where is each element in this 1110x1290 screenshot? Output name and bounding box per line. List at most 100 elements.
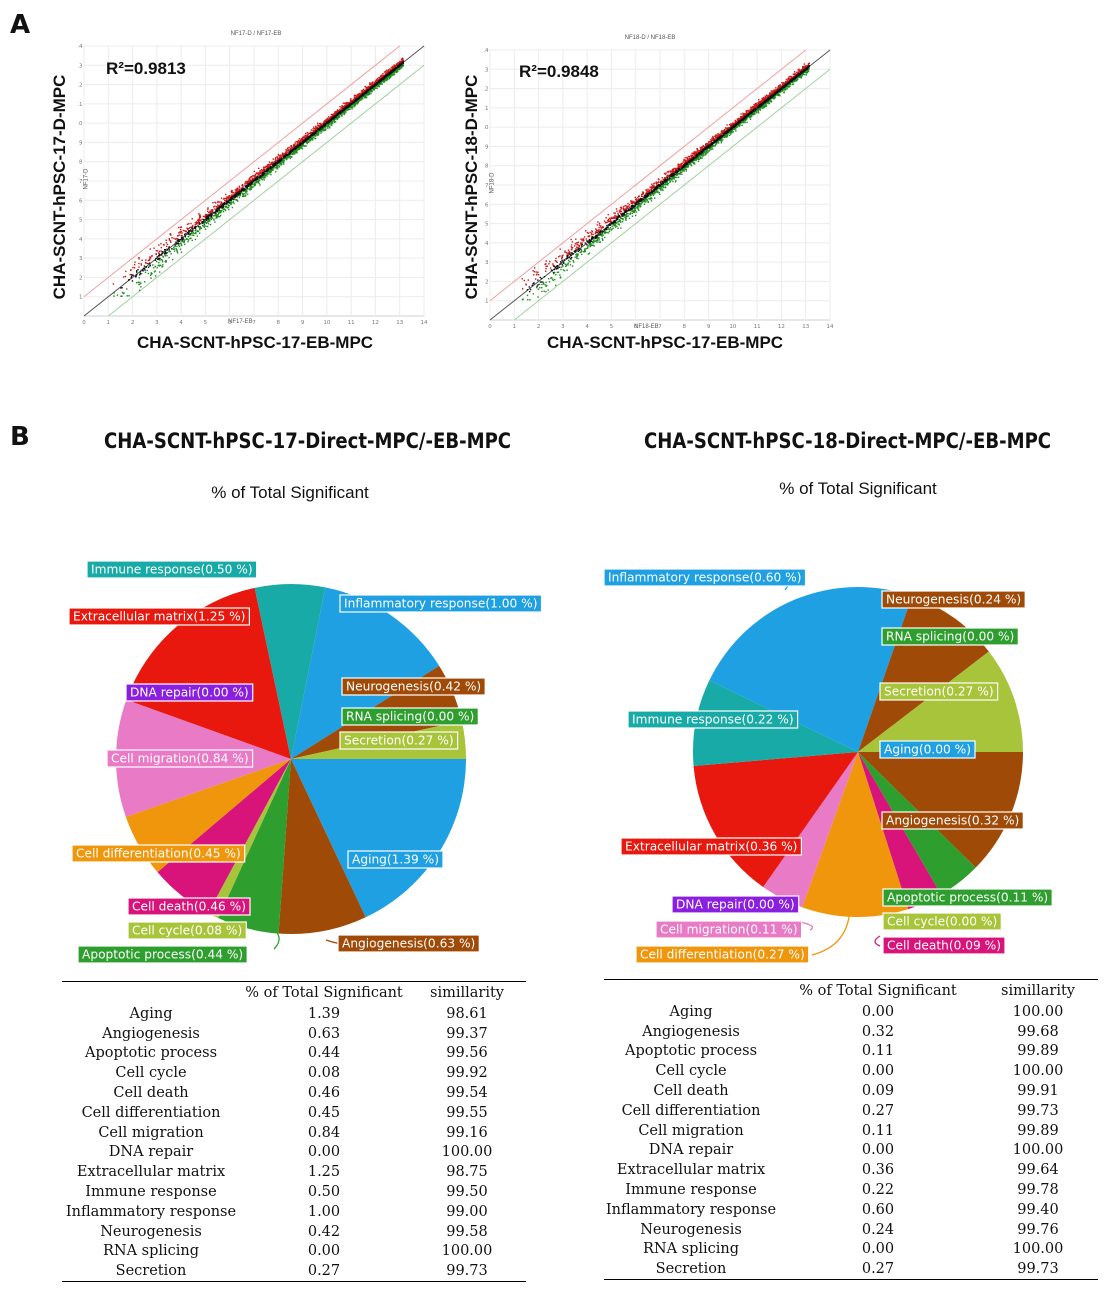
scatter-point [177, 238, 180, 241]
scatter-point [201, 225, 204, 227]
scatter-point [689, 158, 691, 161]
scatter-point [682, 163, 685, 165]
scatter-point [224, 209, 227, 212]
scatter-point [647, 188, 649, 190]
scatter-point [393, 64, 395, 66]
scatter-point [736, 120, 738, 122]
scatter-point [136, 270, 138, 272]
scatter-point [803, 66, 805, 68]
scatter-point [123, 292, 125, 294]
scatter-point [251, 178, 253, 180]
scatter-point [392, 72, 394, 75]
scatter-point [279, 160, 281, 163]
scatter-point [175, 243, 177, 245]
scatter-point [216, 208, 218, 210]
scatter-point [229, 195, 231, 198]
scatter-point [588, 236, 590, 238]
scatter-point [202, 222, 204, 224]
scatter-point [344, 107, 346, 109]
scatter-point [777, 87, 779, 90]
scatter-point [130, 269, 132, 271]
scatter-point [289, 153, 291, 156]
scatter-point [291, 147, 294, 149]
scatter-point [612, 223, 615, 226]
scatter-point [381, 83, 383, 85]
scatter-point [212, 215, 215, 217]
scatter-point [227, 204, 230, 206]
scatter-point [188, 234, 191, 236]
scatter-point [179, 239, 181, 241]
scatter-point [190, 237, 192, 240]
scatter-point [145, 259, 147, 261]
scatter-point [228, 201, 230, 204]
scatter-point [688, 158, 690, 160]
x-tick-label: 10 [323, 320, 330, 326]
scatter-point [238, 185, 240, 188]
scatter-point [761, 99, 764, 101]
plot1-top-title: NF17-D / NF17-EB [230, 31, 282, 37]
scatter-point [271, 164, 274, 166]
scatter-point [242, 189, 244, 191]
scatter-point [799, 69, 801, 72]
scatter-point [390, 66, 393, 69]
scatter-point [164, 248, 167, 251]
scatter-point [798, 69, 800, 72]
scatter-point [368, 89, 371, 91]
scatter-point [181, 238, 184, 240]
scatter-point [253, 181, 255, 183]
scatter-point [228, 195, 230, 197]
scatter-point [144, 271, 147, 273]
scatter-point [263, 166, 265, 169]
scatter-point [206, 217, 208, 219]
scatter-point [224, 197, 227, 200]
scatter-point [698, 156, 700, 159]
scatter-point [220, 201, 223, 203]
scatter-point [358, 100, 360, 102]
scatter-point [211, 213, 213, 216]
scatter-point [796, 71, 798, 74]
y-tick-label: 12 [484, 87, 489, 93]
scatter-point [215, 209, 218, 211]
scatter-point [288, 156, 291, 158]
scatter-point [696, 152, 698, 155]
scatter-point [357, 95, 359, 97]
scatter-point [138, 266, 140, 268]
scatter-point [176, 243, 178, 245]
scatter-point [283, 163, 285, 165]
scatter-point [276, 156, 279, 158]
reference-line-upper-fold-line [83, 45, 401, 298]
scatter-point [272, 158, 274, 160]
scatter-point [645, 189, 647, 191]
scatter-point [319, 122, 321, 125]
scatter-point [171, 258, 174, 261]
scatter-point [740, 113, 742, 115]
scatter-point [132, 266, 134, 269]
scatter-point [379, 79, 382, 81]
scatter-point [319, 127, 322, 129]
scatter-point [599, 241, 602, 243]
scatter-point [378, 84, 381, 86]
scatter-point [733, 122, 736, 125]
scatter-point [192, 234, 195, 237]
scatter-point [293, 146, 295, 148]
scatter-point [379, 80, 381, 83]
scatter-point [329, 118, 332, 120]
scatter-point [294, 142, 296, 144]
scatter-point [577, 257, 579, 260]
scatter-point [222, 204, 225, 206]
scatter-point [570, 238, 572, 241]
scatter-point [191, 234, 193, 236]
scatter-point [336, 118, 339, 121]
scatter-point [138, 277, 141, 279]
scatter-point [661, 177, 663, 179]
scatter-point [370, 85, 373, 87]
scatter-point [213, 218, 215, 220]
scatter-point [669, 173, 672, 176]
scatter-point [783, 82, 785, 84]
scatter-point [322, 123, 324, 125]
scatter-point [246, 185, 248, 188]
scatter-point [239, 194, 241, 197]
scatter-point [257, 180, 260, 183]
scatter-point [256, 178, 258, 180]
scatter-point [298, 145, 300, 148]
